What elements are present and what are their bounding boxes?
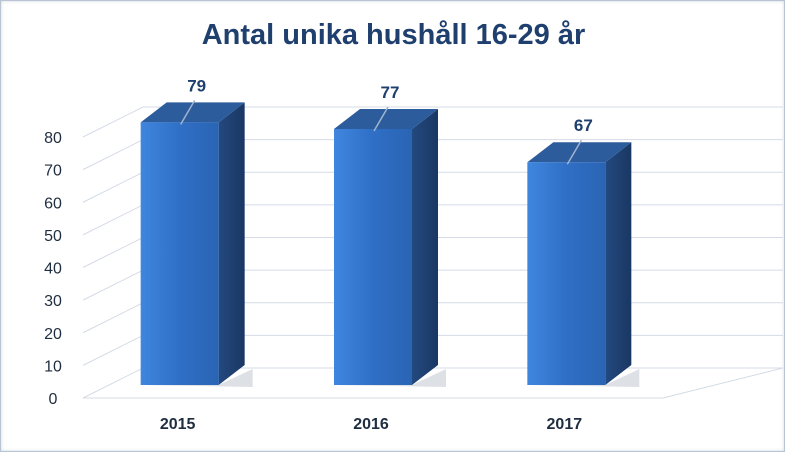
data-label-leader: [566, 139, 582, 165]
x-category-label: 2017: [547, 416, 583, 433]
x-category-label: 2015: [160, 416, 196, 433]
y-tick-label: 0: [49, 391, 58, 408]
data-label: 77: [381, 83, 400, 102]
bar-side: [605, 142, 632, 385]
y-tick-label: 40: [44, 261, 62, 278]
x-category-label: 2016: [353, 416, 389, 433]
y-tick-label: 30: [44, 293, 62, 310]
bar-top: [527, 142, 632, 163]
y-tick-label: 60: [44, 195, 62, 212]
bar-2015: [140, 102, 253, 387]
gridline: [82, 106, 783, 138]
y-tick-label: 80: [44, 130, 62, 147]
bar-front: [334, 128, 412, 385]
y-tick-label: 70: [44, 163, 62, 180]
bar-side: [218, 102, 245, 385]
bar-side: [412, 108, 438, 385]
data-label-leader: [373, 106, 389, 132]
data-label: 67: [574, 116, 593, 135]
data-label-leader: [180, 99, 196, 125]
bar-shadow: [334, 369, 446, 387]
bar-2016: [334, 108, 446, 387]
bar-shadow: [140, 369, 253, 387]
chart-title: Antal unika hushåll 16-29 år: [201, 19, 586, 51]
bar-top: [334, 108, 438, 129]
bar-top: [140, 102, 245, 123]
data-label: 79: [187, 76, 206, 95]
y-tick-label: 50: [44, 228, 62, 245]
y-tick-label: 20: [44, 326, 62, 343]
bar-shadow: [527, 369, 640, 387]
y-tick-label: 10: [44, 358, 62, 375]
floor-side-edge: [662, 367, 784, 399]
bar-front: [140, 122, 219, 385]
bar-2017: [527, 142, 640, 387]
bar-front: [527, 162, 606, 385]
